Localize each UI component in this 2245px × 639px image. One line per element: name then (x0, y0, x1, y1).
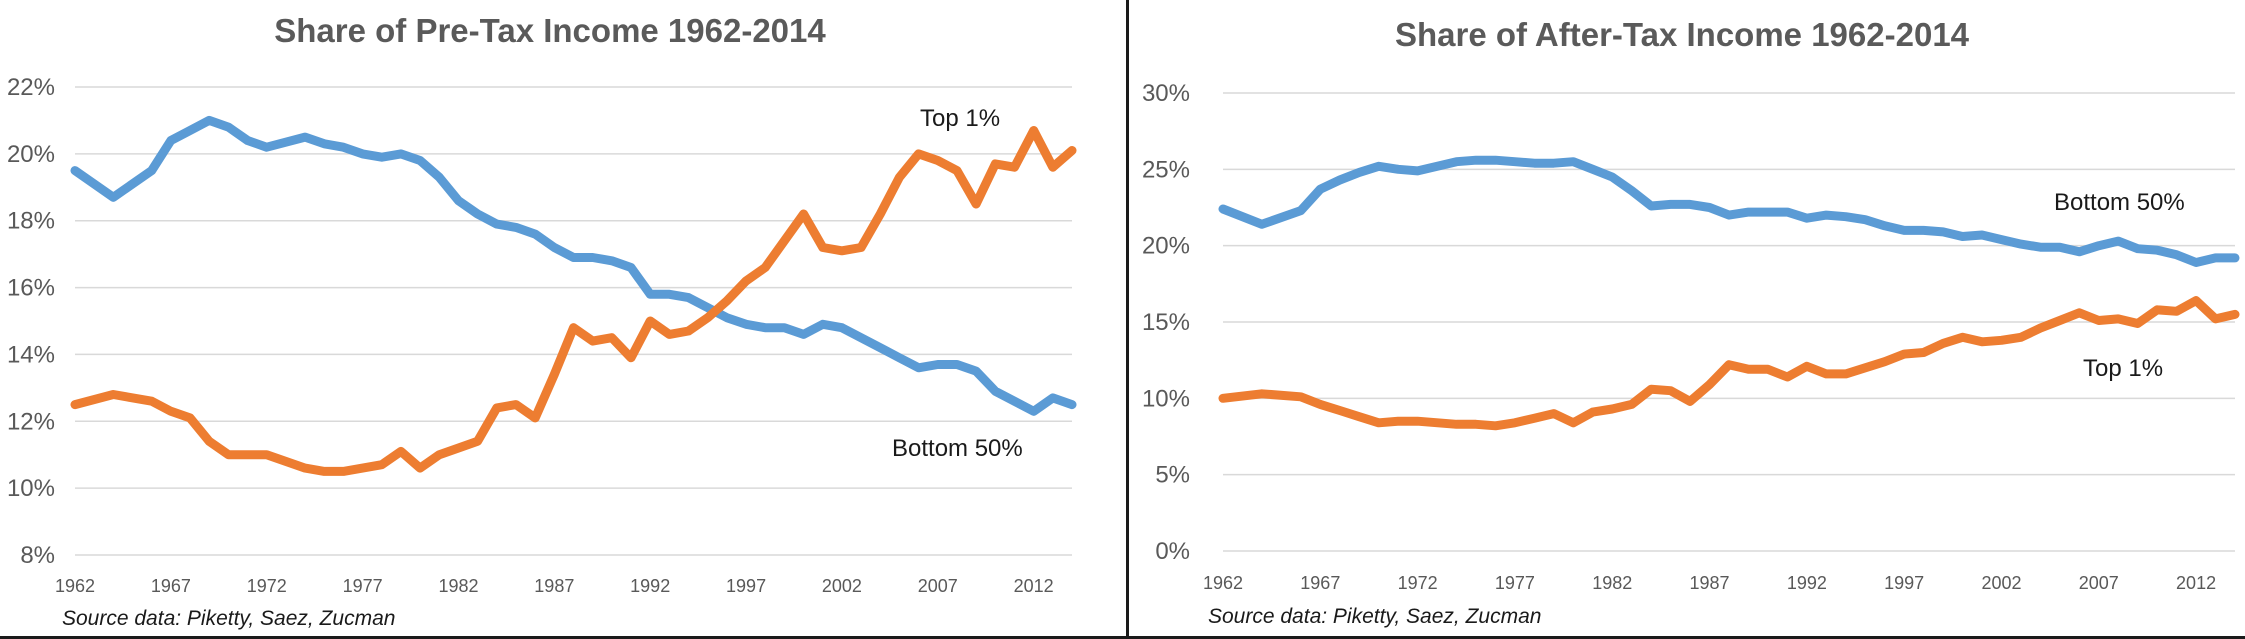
x-tick-label: 1977 (343, 576, 383, 596)
after-tax-chart-panel: Share of After-Tax Income 1962-2014 0% 5%… (1130, 0, 2245, 639)
annotation-bottom-50: Bottom 50% (2054, 189, 2185, 216)
y-tick-label: 10% (1142, 385, 1190, 412)
series-line-bottom-50 (1218, 155, 2240, 267)
y-tick-label: 12% (7, 408, 55, 435)
x-tick-label: 1977 (1495, 573, 1535, 593)
x-tick-group: 1962 1967 1972 1977 1982 1987 1992 1997 2002 2007… (1203, 573, 2216, 593)
series-line-bottom-50 (70, 115, 1077, 416)
frame-bottom-edge (0, 636, 2245, 639)
y-tick-label: 20% (1142, 233, 1190, 260)
y-tick-label: 22% (7, 74, 55, 101)
x-tick-label: 1962 (55, 576, 95, 596)
annotation-top-1: Top 1% (920, 105, 1000, 132)
series-line-top-1 (1218, 296, 2240, 431)
x-tick-label: 1987 (534, 576, 574, 596)
series-group (1218, 155, 2240, 431)
y-tick-group: 0% 5% 10% 15% 20% 25% 30% (1142, 80, 1190, 565)
y-tick-label: 25% (1142, 156, 1190, 183)
x-tick-label: 2012 (1014, 576, 1054, 596)
x-tick-label: 2007 (918, 576, 958, 596)
grid-group (75, 86, 1072, 556)
source-note: Source data: Piketty, Saez, Zucman (1208, 605, 1541, 628)
x-tick-group: 1962 1967 1972 1977 1982 1987 1992 1997 2002 2007… (55, 576, 1054, 596)
annotation-bottom-50: Bottom 50% (892, 435, 1023, 462)
chart-title: Share of Pre-Tax Income 1962-2014 (274, 12, 826, 49)
x-tick-label: 2012 (2176, 573, 2216, 593)
x-tick-label: 1967 (151, 576, 191, 596)
x-tick-label: 2002 (1981, 573, 2021, 593)
y-tick-label: 8% (20, 542, 55, 569)
y-tick-label: 0% (1155, 538, 1190, 565)
y-tick-group: 8% 10% 12% 14% 16% 18% 20% 22% (7, 74, 55, 569)
x-tick-label: 1967 (1300, 573, 1340, 593)
pre-tax-chart-panel: Share of Pre-Tax Income 1962-2014 8% 10% 1… (6, 12, 1077, 630)
grid-group (1223, 92, 2235, 552)
annotation-top-1: Top 1% (2083, 355, 2163, 382)
y-tick-label: 14% (7, 341, 55, 368)
x-tick-label: 1992 (1787, 573, 1827, 593)
x-tick-label: 2002 (822, 576, 862, 596)
x-tick-label: 1987 (1690, 573, 1730, 593)
after-tax-chart: Share of After-Tax Income 1962-2014 0% 5%… (1142, 16, 2240, 628)
x-tick-label: 1982 (1592, 573, 1632, 593)
x-tick-label: 1972 (247, 576, 287, 596)
x-tick-label: 1997 (726, 576, 766, 596)
y-tick-label: 5% (1155, 462, 1190, 489)
y-tick-label: 16% (7, 275, 55, 302)
x-tick-label: 2007 (2079, 573, 2119, 593)
chart-title: Share of After-Tax Income 1962-2014 (1395, 16, 1970, 53)
y-tick-label: 10% (7, 475, 55, 502)
series-line-top-1 (70, 126, 1077, 476)
x-tick-label: 1997 (1884, 573, 1924, 593)
x-tick-label: 1962 (1203, 573, 1243, 593)
panel-divider (1126, 0, 1129, 639)
y-tick-label: 20% (7, 141, 55, 168)
x-tick-label: 1972 (1398, 573, 1438, 593)
y-tick-label: 18% (7, 208, 55, 235)
y-tick-label: 30% (1142, 80, 1190, 107)
series-group (70, 115, 1077, 476)
pre-tax-chart: Share of Pre-Tax Income 1962-2014 8% 10% 1… (7, 12, 1077, 630)
y-tick-label: 15% (1142, 309, 1190, 336)
source-note: Source data: Piketty, Saez, Zucman (62, 607, 395, 630)
x-tick-label: 1982 (438, 576, 478, 596)
x-tick-label: 1992 (630, 576, 670, 596)
